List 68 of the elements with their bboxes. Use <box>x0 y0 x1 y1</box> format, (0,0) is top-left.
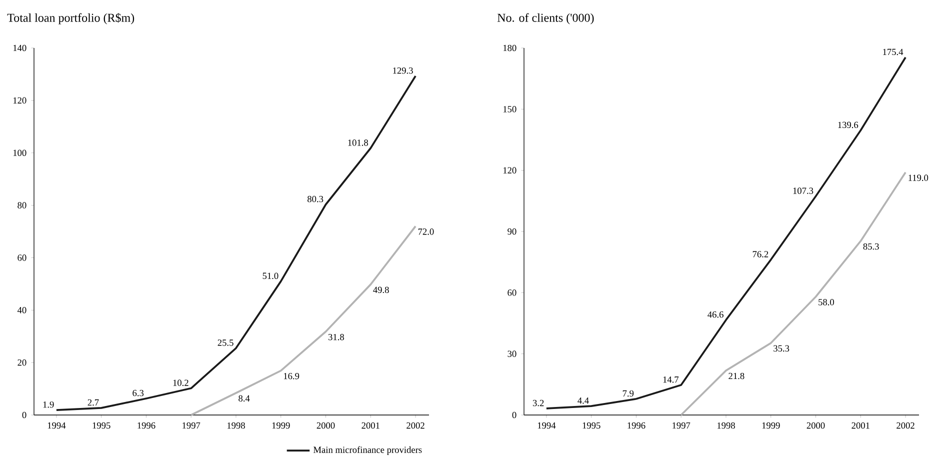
legend-label: Main microfinance providers <box>313 446 422 455</box>
data-label: 129.3 <box>393 67 413 74</box>
line-series <box>190 225 416 416</box>
x-tick-label: 1997 <box>672 422 690 429</box>
data-label: 6.3 <box>132 390 144 396</box>
data-label: 101.8 <box>348 140 368 146</box>
data-label: 51.0 <box>262 272 278 280</box>
y-tick-label: 30 <box>508 350 516 357</box>
y-tick-label: 20 <box>18 359 26 366</box>
y-tick-label: 40 <box>17 306 26 314</box>
data-label: 4.4 <box>578 397 589 404</box>
x-tick-label: 1999 <box>762 422 780 429</box>
y-tick-label: 60 <box>18 254 26 261</box>
y-tick-label: 120 <box>13 97 26 104</box>
y-tick-label: 80 <box>18 202 26 208</box>
y-tick-label: 0 <box>22 412 26 418</box>
line-series <box>546 56 906 410</box>
data-label: 139.6 <box>838 122 858 128</box>
line-series <box>680 171 906 416</box>
x-tick-label: 2001 <box>852 422 870 429</box>
x-tick-label: 2002 <box>406 422 424 429</box>
data-label: 8.4 <box>238 395 250 402</box>
x-tick-label: 1996 <box>628 422 646 429</box>
x-tick-label: 1994 <box>48 422 66 429</box>
data-label: 25.5 <box>218 340 234 346</box>
data-label: 58.0 <box>818 299 834 306</box>
x-tick-label: 2000 <box>806 422 825 429</box>
data-label: 3.2 <box>532 400 544 406</box>
data-label: 119.0 <box>908 174 928 181</box>
x-tick-label: 2001 <box>362 422 380 429</box>
data-label: 1.9 <box>43 401 54 408</box>
data-label: 7.9 <box>622 390 634 397</box>
data-label: 31.8 <box>328 334 344 340</box>
x-tick-label: 1994 <box>538 422 556 429</box>
data-label: 35.3 <box>774 345 790 352</box>
data-label: 72.0 <box>418 228 434 235</box>
data-label: 21.8 <box>728 372 744 380</box>
data-label: 16.9 <box>284 372 300 380</box>
x-tick-label: 1995 <box>582 422 600 429</box>
x-tick-label: 1999 <box>272 422 290 429</box>
x-tick-label: 1997 <box>182 422 200 429</box>
data-label: 175.4 <box>883 48 904 56</box>
y-tick-label: 120 <box>503 167 516 174</box>
y-tick-label: 180 <box>503 44 516 52</box>
chart-title: Total loan portfolio (R$m) <box>7 13 134 24</box>
data-label: 14.7 <box>663 376 679 383</box>
data-label: 76.2 <box>752 251 768 258</box>
data-label: 85.3 <box>863 243 879 250</box>
x-tick-label: 1998 <box>717 422 735 429</box>
data-label: 2.7 <box>88 399 99 406</box>
x-tick-label: 2002 <box>896 422 914 429</box>
y-tick-label: 150 <box>503 106 516 112</box>
y-tick-label: 100 <box>13 150 26 156</box>
chart-title: No. of clients ('000) <box>497 13 594 24</box>
y-tick-label: 140 <box>13 44 26 52</box>
data-label: 10.2 <box>173 380 188 386</box>
x-tick-label: 1998 <box>227 422 245 429</box>
data-label: 46.6 <box>708 311 724 318</box>
y-tick-label: 60 <box>508 290 516 296</box>
x-tick-label: 1995 <box>92 422 110 429</box>
data-label: 49.8 <box>373 286 389 294</box>
y-tick-label: 0 <box>512 412 516 418</box>
line-series <box>56 75 416 411</box>
x-tick-label: 2000 <box>316 422 335 429</box>
data-label: 107.3 <box>793 188 814 194</box>
x-tick-label: 1996 <box>138 422 156 429</box>
data-label: 80.3 <box>308 196 324 202</box>
y-tick-label: 90 <box>508 228 516 235</box>
